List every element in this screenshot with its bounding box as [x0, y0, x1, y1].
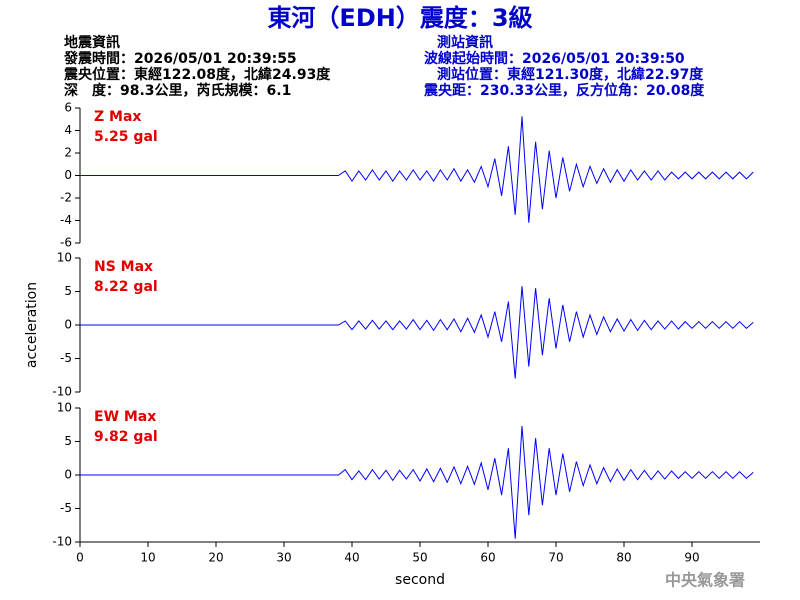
component-label: NS Max — [94, 259, 153, 275]
station-info: 波線起始時間：2026/05/01 20:39:50 — [424, 50, 685, 67]
y-tick-label: 0 — [64, 468, 72, 482]
y-tick-label: 10 — [57, 401, 72, 415]
station-info: 測站位置：東經121.30度，北緯22.97度 — [437, 66, 704, 83]
y-axis-label: acceleration — [24, 282, 40, 368]
y-tick-label: 0 — [64, 168, 72, 182]
waveform — [80, 116, 754, 223]
y-tick-label: 2 — [64, 146, 72, 160]
component-label: EW Max — [94, 409, 156, 425]
y-tick-label: -5 — [60, 351, 72, 365]
x-tick-label: 80 — [616, 551, 631, 565]
event-info: 發震時間：2026/05/01 20:39:55 — [63, 50, 297, 67]
y-tick-label: 5 — [64, 434, 72, 448]
y-tick-label: -4 — [60, 213, 72, 227]
y-tick-label: 6 — [64, 101, 72, 115]
max-label: 5.25 gal — [94, 129, 158, 145]
x-tick-label: 30 — [276, 551, 291, 565]
x-tick-label: 50 — [412, 551, 427, 565]
x-tick-label: 0 — [76, 551, 84, 565]
title: 東河（EDH）震度：3級 — [267, 4, 532, 32]
max-label: 9.82 gal — [94, 429, 158, 445]
x-axis-label: second — [395, 572, 445, 588]
event-info: 地震資訊 — [64, 34, 120, 51]
waveform — [80, 286, 754, 379]
y-tick-label: 10 — [57, 251, 72, 265]
component-label: Z Max — [94, 109, 141, 125]
event-info: 震央位置：東經122.08度，北緯24.93度 — [63, 66, 331, 83]
y-tick-label: 0 — [64, 318, 72, 332]
x-tick-label: 90 — [684, 551, 699, 565]
x-tick-label: 20 — [208, 551, 223, 565]
station-info: 測站資訊 — [437, 34, 493, 51]
max-label: 8.22 gal — [94, 279, 158, 295]
y-tick-label: -10 — [52, 535, 72, 549]
event-info: 深 度：98.3公里，芮氏規模：6.1 — [64, 82, 291, 99]
x-tick-label: 70 — [548, 551, 563, 565]
footer: 中央氣象署 — [665, 571, 745, 590]
waveform — [80, 426, 754, 539]
x-tick-label: 40 — [344, 551, 359, 565]
station-info: 震央距：230.33公里，反方位角：20.08度 — [423, 82, 705, 99]
y-tick-label: -10 — [52, 385, 72, 399]
x-tick-label: 60 — [480, 551, 495, 565]
y-tick-label: 4 — [64, 123, 72, 137]
y-tick-label: -2 — [60, 191, 72, 205]
x-tick-label: 10 — [140, 551, 155, 565]
y-tick-label: 5 — [64, 284, 72, 298]
y-tick-label: -6 — [60, 236, 72, 250]
y-tick-label: -5 — [60, 501, 72, 515]
